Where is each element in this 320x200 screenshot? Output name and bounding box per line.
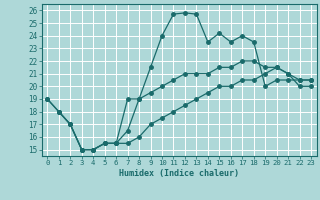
X-axis label: Humidex (Indice chaleur): Humidex (Indice chaleur) xyxy=(119,169,239,178)
